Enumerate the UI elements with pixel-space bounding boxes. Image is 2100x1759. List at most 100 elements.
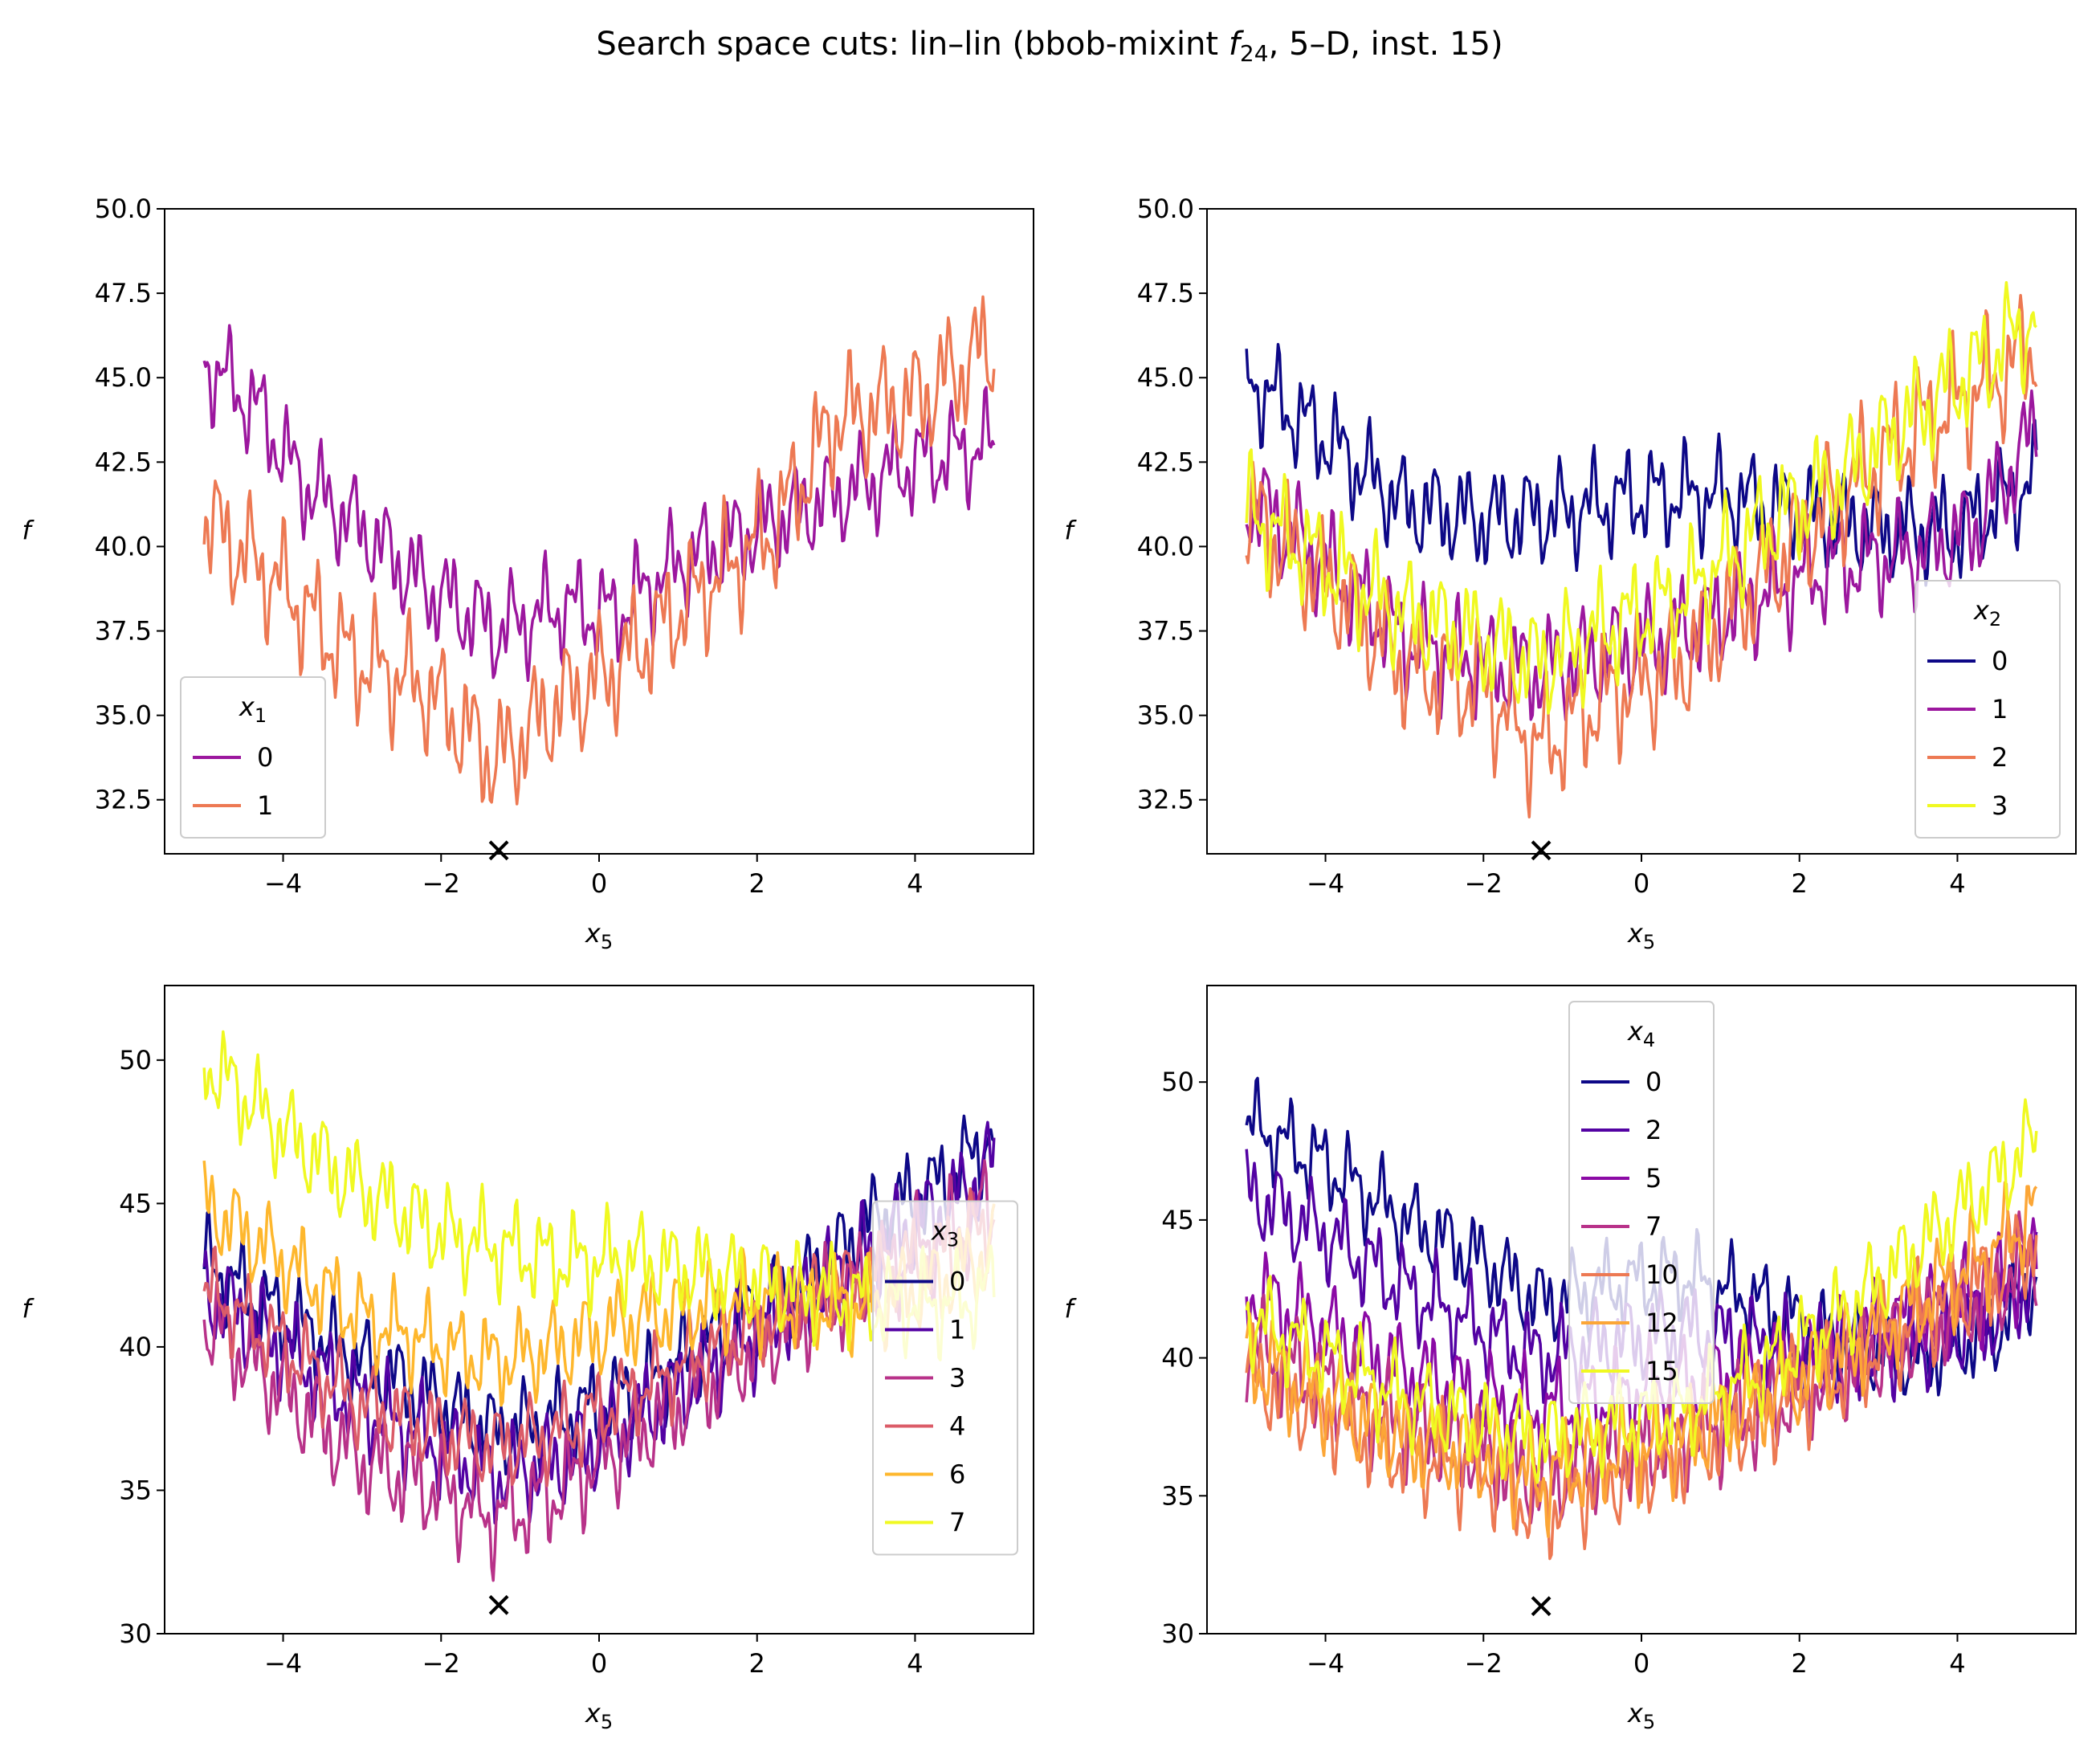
optimum-marker xyxy=(1531,1596,1552,1617)
legend-box xyxy=(872,1200,1018,1556)
legend-box xyxy=(1568,1001,1715,1404)
y-tick-label: 50.0 xyxy=(95,194,152,224)
y-tick-label: 50 xyxy=(119,1045,152,1075)
x-tick-label: −2 xyxy=(1465,1648,1503,1679)
y-tick-label: 45.0 xyxy=(1137,362,1194,393)
y-axis-label: f xyxy=(1064,516,1077,546)
x-tick-label: 4 xyxy=(1949,868,1965,899)
x-tick-label: −2 xyxy=(1465,868,1503,899)
y-tick-label: 45 xyxy=(1161,1205,1194,1235)
figure-title: Search space cuts: lin–lin (bbob-mixint … xyxy=(596,26,1503,67)
y-tick-label: 40 xyxy=(119,1332,152,1362)
series-line-1 xyxy=(202,295,996,806)
y-tick-label: 35.0 xyxy=(95,700,152,731)
y-tick-label: 45 xyxy=(119,1188,152,1218)
optimum-marker xyxy=(488,840,509,861)
y-tick-label: 37.5 xyxy=(1137,616,1194,647)
x-axis-label: x5 xyxy=(585,918,613,953)
legend-box xyxy=(1914,580,2061,839)
y-axis-label: f xyxy=(1064,1294,1077,1324)
legend: x3 0 1 3 4 6 7 xyxy=(872,1200,1018,1556)
legend-title: x1 xyxy=(239,692,267,727)
y-tick-label: 30 xyxy=(119,1618,152,1649)
legend-entry-12: 12 xyxy=(1645,1308,1678,1338)
series-line-3 xyxy=(1245,280,2037,715)
x-tick-label: −4 xyxy=(264,1648,302,1679)
subplot-x3: −4 −2 0 2 4 30 35 40 45 50 x5 f x3 0 1 3 4 6 7 xyxy=(22,985,1034,1733)
x-tick-label: 0 xyxy=(591,1648,607,1679)
y-tick-label: 30 xyxy=(1161,1618,1194,1649)
y-tick-label: 42.5 xyxy=(1137,447,1194,477)
x-tick-label: 4 xyxy=(907,868,923,899)
optimum-marker xyxy=(488,1594,509,1615)
figure-title-sub: 24 xyxy=(1240,40,1269,67)
legend-entry-1: 1 xyxy=(949,1315,965,1345)
legend: x4 0 2 5 7 10 12 15 xyxy=(1568,1001,1715,1404)
y-tick-label: 47.5 xyxy=(1137,278,1194,308)
y-axis-label: f xyxy=(22,1294,35,1324)
x-tick-label: 2 xyxy=(749,868,765,899)
x-tick-label: 4 xyxy=(1949,1648,1965,1679)
y-tick-label: 37.5 xyxy=(95,616,152,647)
y-tick-label: 50.0 xyxy=(1137,194,1194,224)
figure-title-end: , 5–D, inst. 15) xyxy=(1269,26,1503,63)
optimum-marker xyxy=(1531,840,1552,861)
subplot-x1: −4 −2 0 2 4 32.5 35.0 37.5 40.0 42.5 45.0 47.5 50.0 x… xyxy=(22,194,1034,953)
x-axis-label: x5 xyxy=(1627,918,1655,953)
legend: x1 0 1 xyxy=(180,676,326,839)
y-tick-label: 35 xyxy=(1161,1480,1194,1511)
y-tick-label: 47.5 xyxy=(95,278,152,308)
y-tick-label: 50 xyxy=(1161,1067,1194,1097)
x-tick-label: 2 xyxy=(1792,868,1808,899)
legend-entry-3: 3 xyxy=(949,1363,965,1394)
series-line-6 xyxy=(202,1160,996,1407)
subplot-x4: −4 −2 0 2 4 30 35 40 45 50 x5 f x4 0 2 5 7 10 12 15 xyxy=(1064,985,2077,1733)
x-tick-label: −4 xyxy=(264,868,302,899)
series-group xyxy=(202,295,996,806)
y-tick-label: 32.5 xyxy=(95,785,152,815)
legend-entry-1: 1 xyxy=(1992,694,2008,724)
y-tick-label: 35 xyxy=(119,1475,152,1505)
y-tick-label: 40.0 xyxy=(1137,531,1194,561)
y-tick-label: 35.0 xyxy=(1137,700,1194,731)
legend-entry-3: 3 xyxy=(1992,790,2008,821)
x-tick-label: −2 xyxy=(422,1648,460,1679)
y-tick-label: 40.0 xyxy=(95,531,152,561)
x-axis-label: x5 xyxy=(1627,1698,1655,1733)
legend-entry-10: 10 xyxy=(1645,1259,1678,1290)
legend-entry-5: 5 xyxy=(1645,1163,1662,1194)
figure-title-main: Search space cuts: lin–lin (bbob-mixint xyxy=(596,26,1228,63)
legend-entry-0: 0 xyxy=(257,742,273,773)
x-tick-label: −2 xyxy=(422,868,460,899)
legend-entry-0: 0 xyxy=(1992,646,2008,676)
legend-title: x2 xyxy=(1973,595,2001,631)
x-tick-label: 0 xyxy=(591,868,607,899)
x-tick-label: 2 xyxy=(1792,1648,1808,1679)
legend-entry-2: 2 xyxy=(1992,742,2008,773)
series-group xyxy=(202,1030,996,1582)
legend: x2 0 1 2 3 xyxy=(1914,580,2061,839)
series-line-2 xyxy=(1245,294,2038,818)
legend-entry-4: 4 xyxy=(949,1411,965,1442)
y-tick-label: 42.5 xyxy=(95,447,152,477)
series-group xyxy=(1245,280,2038,818)
x-tick-label: −4 xyxy=(1307,1648,1344,1679)
legend-entry-15: 15 xyxy=(1645,1356,1678,1386)
y-axis-label: f xyxy=(22,516,35,546)
y-tick-label: 40 xyxy=(1161,1343,1194,1373)
legend-title: x3 xyxy=(931,1216,959,1251)
legend-entry-2: 2 xyxy=(1645,1115,1662,1145)
x-tick-label: 2 xyxy=(749,1648,765,1679)
series-line-7 xyxy=(202,1030,996,1361)
y-tick-label: 45.0 xyxy=(95,362,152,393)
subplot-x2: −4 −2 0 2 4 32.5 35.0 37.5 40.0 42.5 45.0 47.5 50.0 x… xyxy=(1064,194,2077,953)
legend-entry-1: 1 xyxy=(257,790,273,821)
series-line-1 xyxy=(1245,389,2038,721)
x-tick-label: 4 xyxy=(907,1648,923,1679)
legend-title: x4 xyxy=(1627,1016,1655,1051)
x-tick-label: −4 xyxy=(1307,868,1344,899)
legend-entry-7: 7 xyxy=(949,1508,965,1538)
x-axis-label: x5 xyxy=(585,1698,613,1733)
legend-entry-0: 0 xyxy=(1645,1067,1662,1097)
